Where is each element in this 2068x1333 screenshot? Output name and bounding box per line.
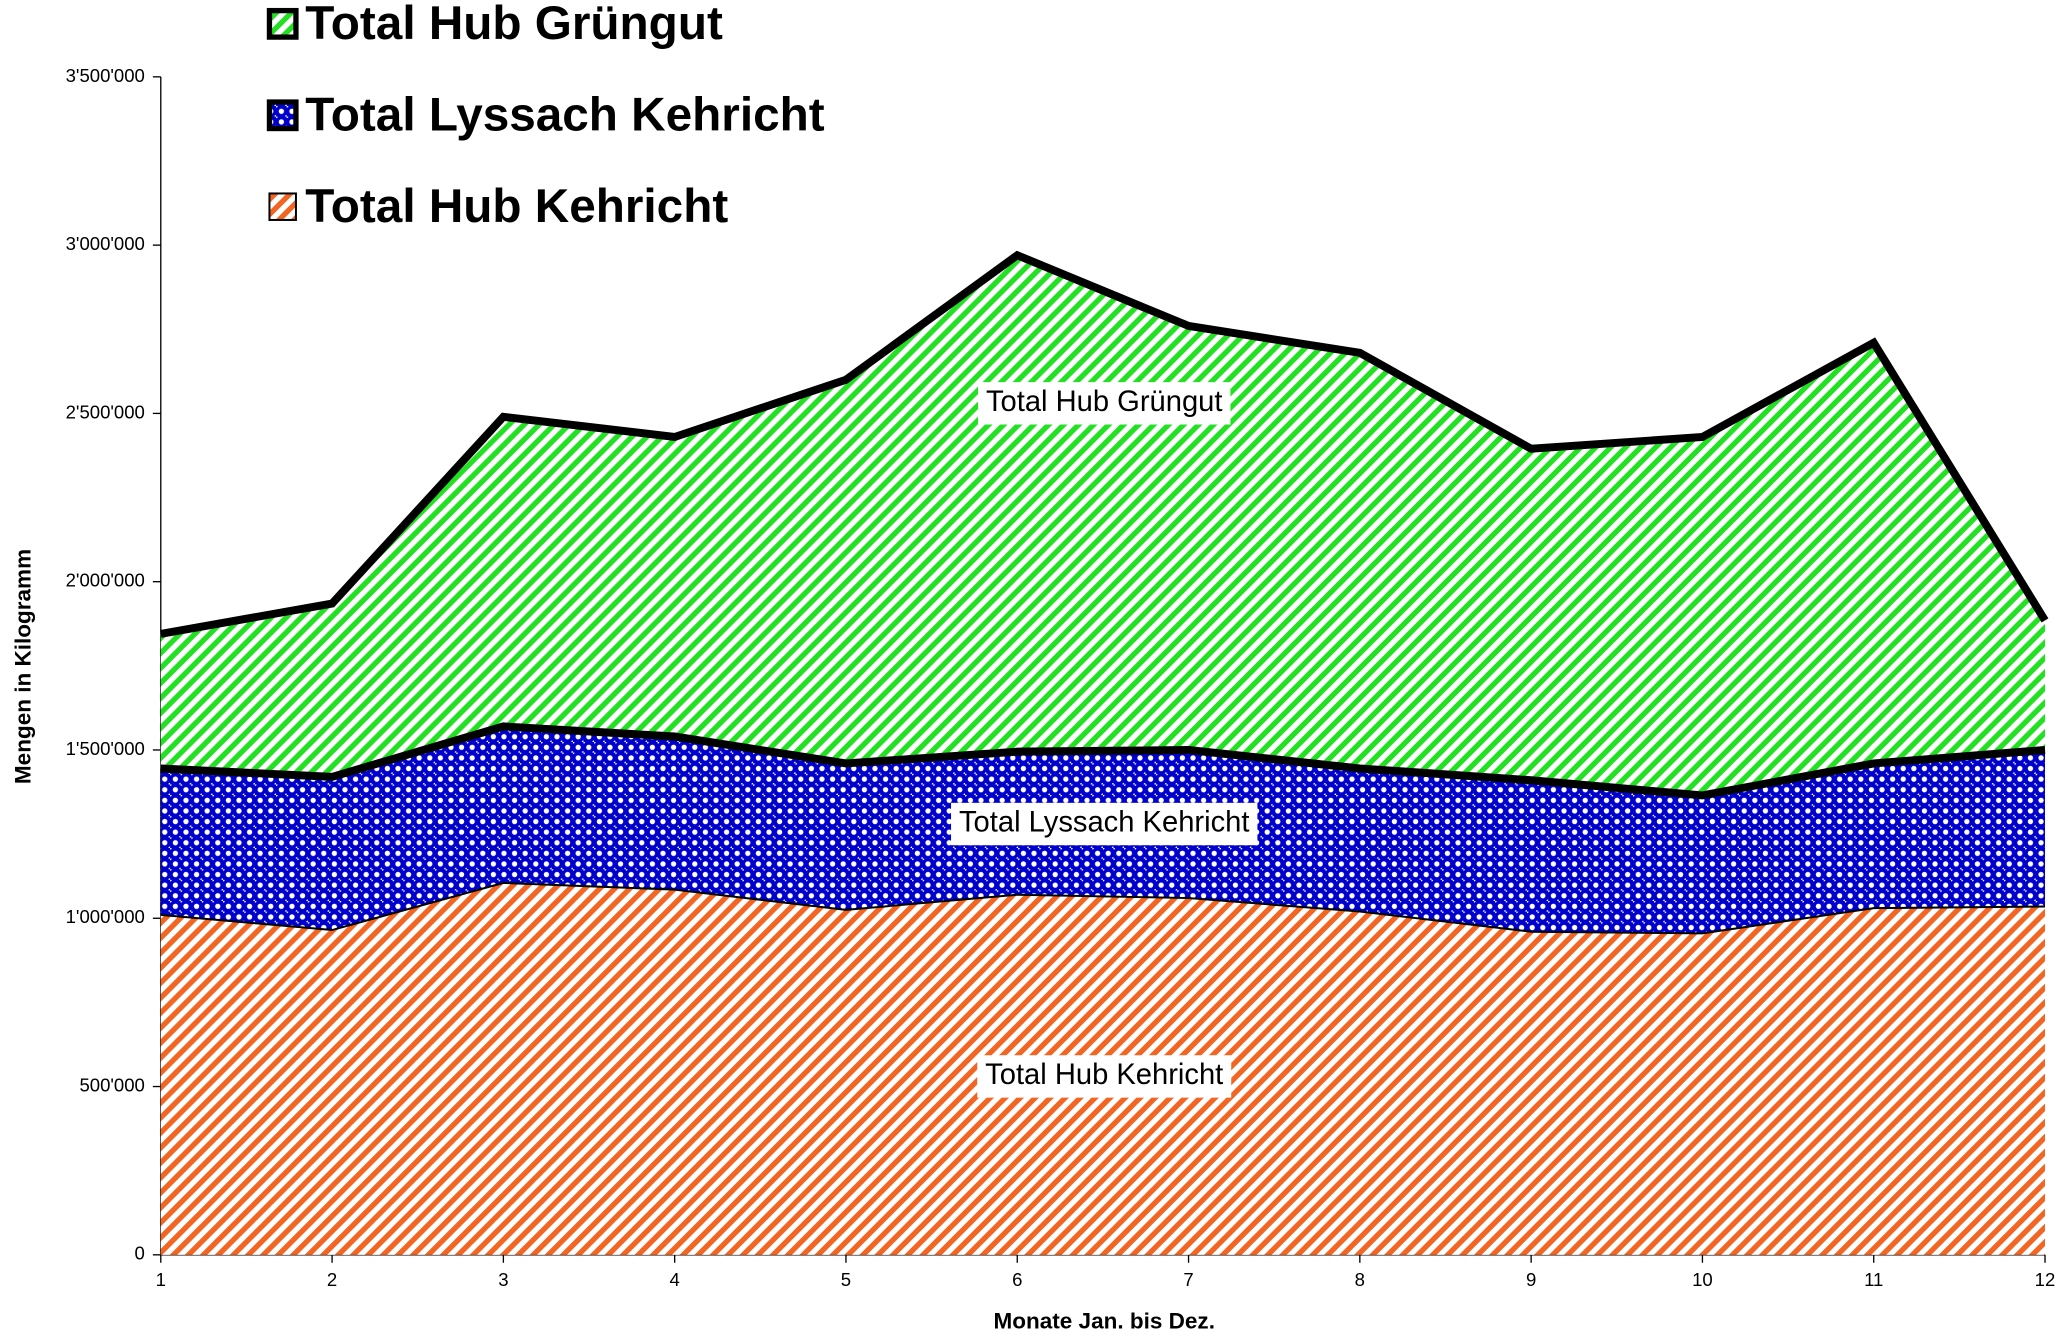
x-tick-label: 7 [1183, 1269, 1193, 1290]
legend-label: Total Lyssach Kehricht [305, 89, 825, 142]
x-tick-label: 3 [498, 1269, 508, 1290]
x-tick-label: 2 [327, 1269, 337, 1290]
y-tick-label: 1'000'000 [66, 906, 145, 927]
y-tick-label: 500'000 [79, 1074, 144, 1095]
x-tick-label: 12 [2035, 1269, 2056, 1290]
y-axis-title: Mengen in Kilogramm [10, 549, 35, 784]
x-tick-label: 10 [1692, 1269, 1713, 1290]
area-label: Total Hub Grüngut [986, 386, 1223, 418]
legend-label: Total Hub Grüngut [305, 0, 723, 50]
y-tick-label: 3'500'000 [66, 65, 145, 86]
area-label-box [978, 382, 1231, 425]
area-label-box [977, 1055, 1232, 1098]
y-tick-label: 3'000'000 [66, 233, 145, 254]
x-axis-title: Monate Jan. bis Dez. [994, 1308, 1215, 1333]
area-outline [160, 881, 2046, 935]
x-tick-label: 9 [1526, 1269, 1536, 1290]
x-tick-label: 5 [841, 1269, 851, 1290]
legend-swatch [266, 99, 299, 132]
y-tick-label: 1'500'000 [66, 738, 145, 759]
legend-label: Total Hub Kehricht [305, 180, 728, 233]
area-outline [160, 250, 2049, 638]
area-fill [160, 255, 2046, 796]
x-tick-label: 6 [1012, 1269, 1022, 1290]
legend-swatch [268, 192, 297, 221]
area-outline [160, 722, 2046, 800]
area-label: Total Lyssach Kehricht [959, 807, 1249, 839]
y-tick-label: 2'000'000 [66, 570, 145, 591]
area-label: Total Hub Kehricht [985, 1059, 1223, 1091]
legend-swatch [266, 7, 299, 40]
x-tick-label: 8 [1355, 1269, 1365, 1290]
x-tick-label: 4 [670, 1269, 680, 1290]
x-tick-label: 1 [156, 1269, 166, 1290]
area-label-box [951, 802, 1258, 846]
y-tick-label: 2'500'000 [66, 401, 145, 422]
x-tick-label: 11 [1864, 1269, 1883, 1290]
y-tick-label: 0 [135, 1243, 145, 1264]
